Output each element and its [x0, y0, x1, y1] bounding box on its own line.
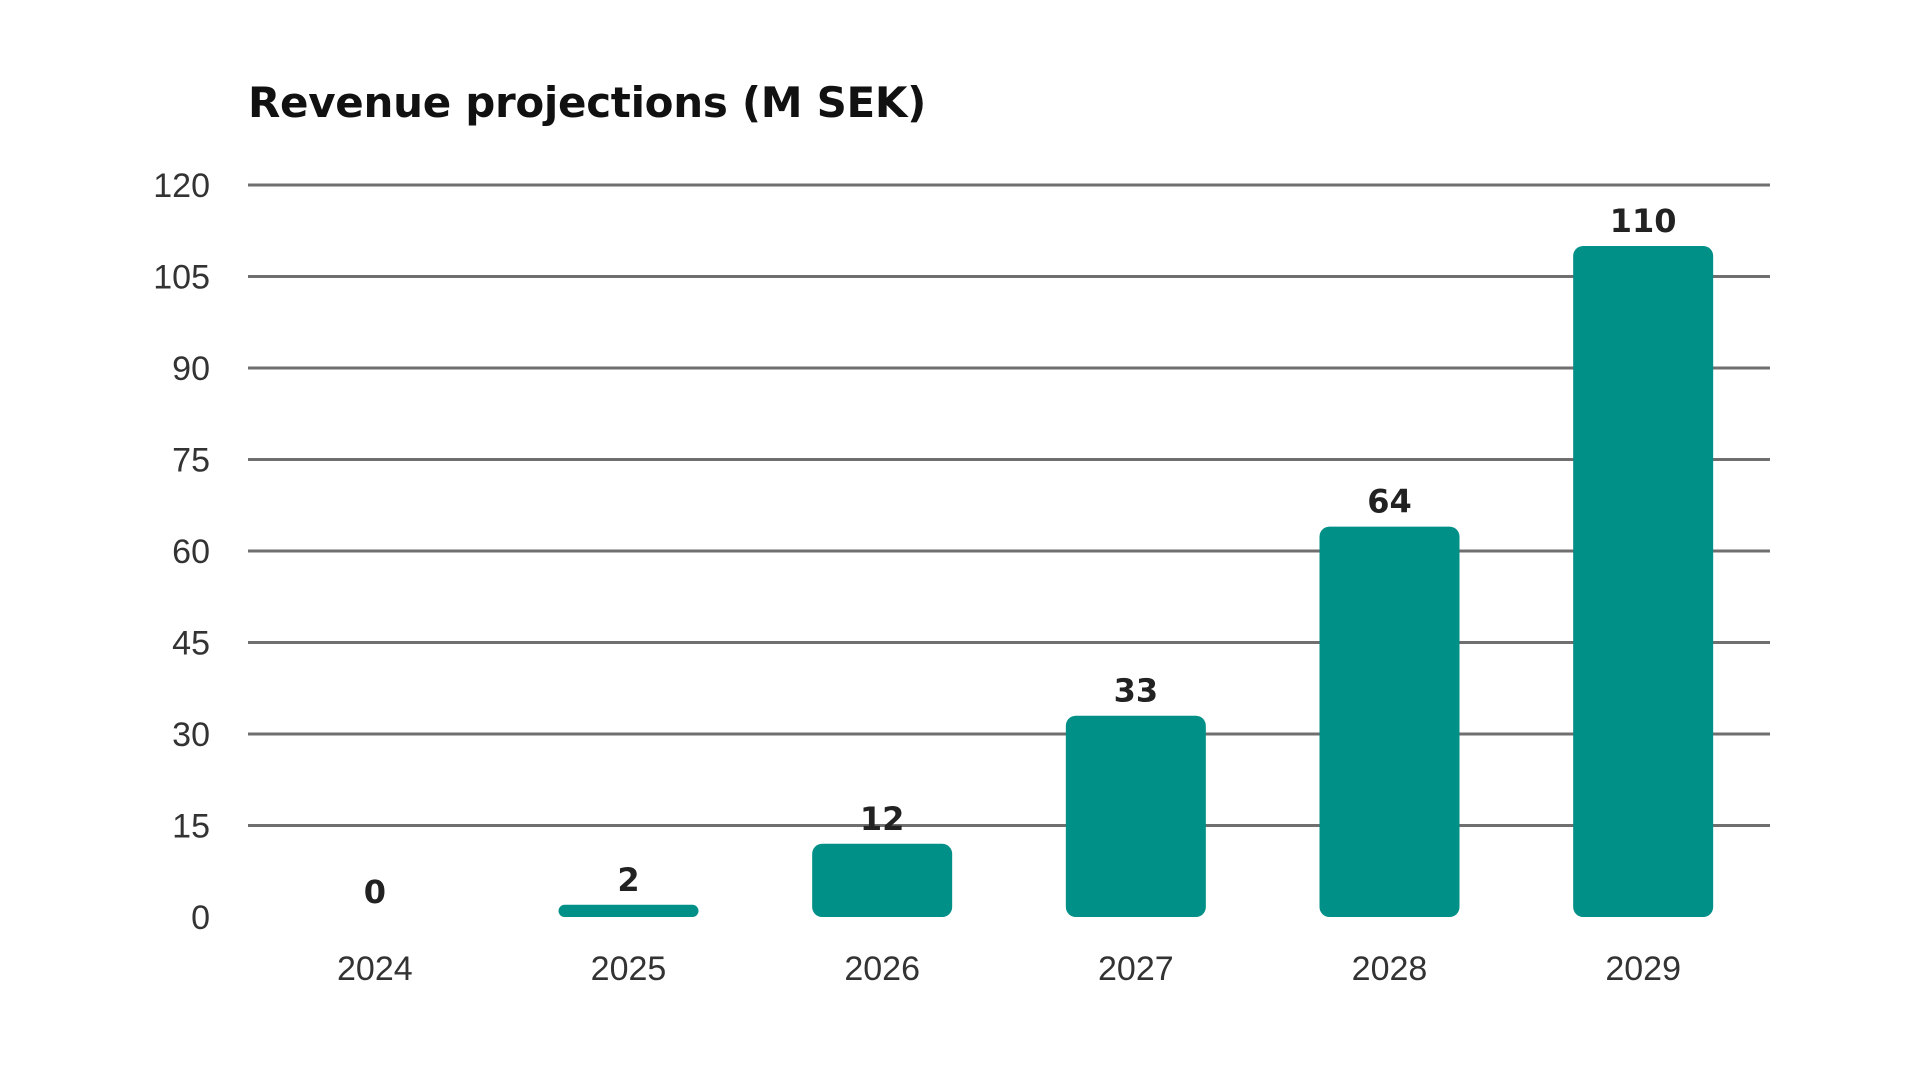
- chart-title: Revenue projections (M SEK): [248, 78, 927, 127]
- bar-2028: [1319, 526, 1460, 917]
- bar-2027: [1065, 715, 1206, 917]
- data-label-2026: 12: [860, 800, 905, 838]
- x-tick-label-2027: 2027: [1098, 950, 1174, 988]
- x-tick-label-2024: 2024: [337, 950, 413, 988]
- y-tick-label: 75: [172, 442, 210, 480]
- data-label-2027: 33: [1114, 672, 1159, 710]
- data-label-2025: 2: [617, 861, 639, 899]
- bar-2025: [558, 904, 699, 917]
- y-tick-label: 105: [153, 259, 210, 297]
- bar-2026: [812, 843, 953, 917]
- data-label-2024: 0: [364, 873, 386, 911]
- x-tick-label-2025: 2025: [591, 950, 667, 988]
- y-tick-label: 90: [172, 350, 210, 388]
- data-label-2029: 110: [1610, 202, 1677, 240]
- x-tick-label-2026: 2026: [844, 950, 920, 988]
- x-axis-ticks: 2024 2025 2026 2027 2028 2029: [337, 950, 1681, 988]
- x-tick-label-2029: 2029: [1605, 950, 1681, 988]
- y-tick-label: 120: [153, 167, 210, 205]
- data-labels: 0 2 12 33 64 110: [364, 202, 1677, 911]
- y-tick-label: 15: [172, 808, 210, 846]
- x-tick-label-2028: 2028: [1352, 950, 1428, 988]
- gridlines: [248, 183, 1770, 827]
- bar-2029: [1573, 246, 1714, 917]
- data-label-2028: 64: [1367, 483, 1412, 521]
- bars: [558, 246, 1714, 917]
- y-tick-label: 60: [172, 533, 210, 571]
- y-tick-label: 0: [191, 899, 210, 937]
- y-axis-ticks: 0 15 30 45 60 75 90 105 120: [153, 167, 210, 937]
- y-tick-label: 30: [172, 716, 210, 754]
- y-tick-label: 45: [172, 625, 210, 663]
